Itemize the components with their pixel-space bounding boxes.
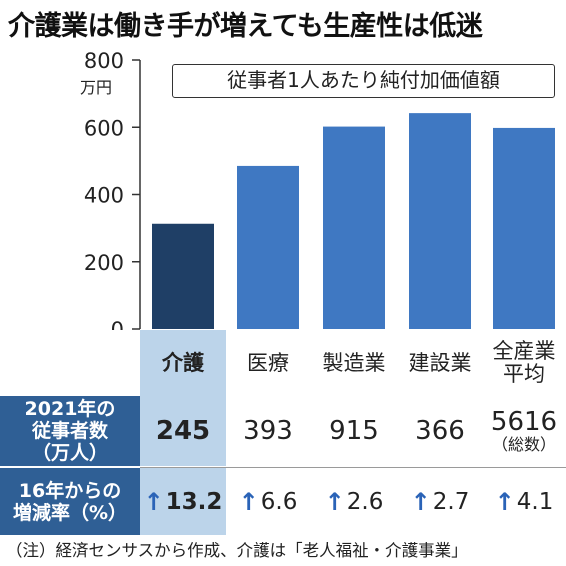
growth-value-1: ↑ 6.6 xyxy=(238,487,298,516)
header-cat-1: 医療 xyxy=(247,350,289,375)
growth-value-3: ↑ 2.7 xyxy=(410,487,470,516)
header-cat-4: 全産業 平均 xyxy=(492,339,556,386)
y-tick-label-1: 200 xyxy=(84,251,124,275)
y-unit-label: 万円 xyxy=(80,78,112,97)
workers-row: 2021年の 従事者数 （万人） 245 393 915 366 5616 （総… xyxy=(0,396,566,466)
header-cat-0: 介護 xyxy=(162,350,204,375)
workers-row-label: 2021年の 従事者数 （万人） xyxy=(0,396,140,466)
up-arrow-icon: ↑ xyxy=(238,487,259,516)
header-cat-2: 製造業 xyxy=(322,350,386,375)
footnote: （注）経済センサスから作成、介護は「老人福祉・介護事業」 xyxy=(6,541,468,560)
growth-value-0: ↑ 13.2 xyxy=(140,468,226,535)
bar-0 xyxy=(152,223,214,329)
bar-4 xyxy=(493,127,555,329)
workers-value-0: 245 xyxy=(140,396,226,466)
table-header-row: 介護 医療 製造業 建設業 全産業 平均 xyxy=(0,330,566,396)
header-highlight-cell xyxy=(140,330,226,396)
data-table: 介護 医療 製造業 建設業 全産業 平均 2021年の 従事者数 （万人） 24… xyxy=(0,330,566,535)
y-tick-label-0: 0 xyxy=(111,318,124,330)
growth-row: 16年からの 増減率（%） ↑ 13.2 ↑ 6.6 ↑ 2.6 ↑ 2.7 ↑ 4.1 xyxy=(0,468,566,535)
workers-value-3: 366 xyxy=(415,416,465,446)
up-arrow-icon: ↑ xyxy=(324,487,345,516)
bar-2 xyxy=(323,126,385,329)
y-tick-label-2: 400 xyxy=(84,184,124,208)
y-tick-label-3: 600 xyxy=(84,116,124,140)
growth-value-4: ↑ 4.1 xyxy=(494,487,554,516)
chart-legend-box: 従事者1人あたり純付加価値額 xyxy=(172,64,555,98)
workers-total-note: （総数） xyxy=(491,435,556,454)
chart-title: 介護業は働き手が増えても生産性は低迷 xyxy=(8,11,483,42)
workers-value-2: 915 xyxy=(329,416,379,446)
bar-1 xyxy=(237,165,299,329)
header-cat-3: 建設業 xyxy=(408,350,472,375)
y-tick-label-4: 800 xyxy=(84,49,124,73)
growth-value-2: ↑ 2.6 xyxy=(324,487,384,516)
up-arrow-icon: ↑ xyxy=(143,487,164,516)
growth-row-label: 16年からの 増減率（%） xyxy=(0,468,140,535)
bar-chart: 0 200 400 600 800 万円 xyxy=(80,49,555,330)
bar-3 xyxy=(409,113,471,329)
up-arrow-icon: ↑ xyxy=(494,487,515,516)
workers-value-4: 5616 （総数） xyxy=(490,407,558,454)
workers-value-1: 393 xyxy=(243,416,293,446)
row-separator-line xyxy=(140,467,566,468)
up-arrow-icon: ↑ xyxy=(410,487,431,516)
